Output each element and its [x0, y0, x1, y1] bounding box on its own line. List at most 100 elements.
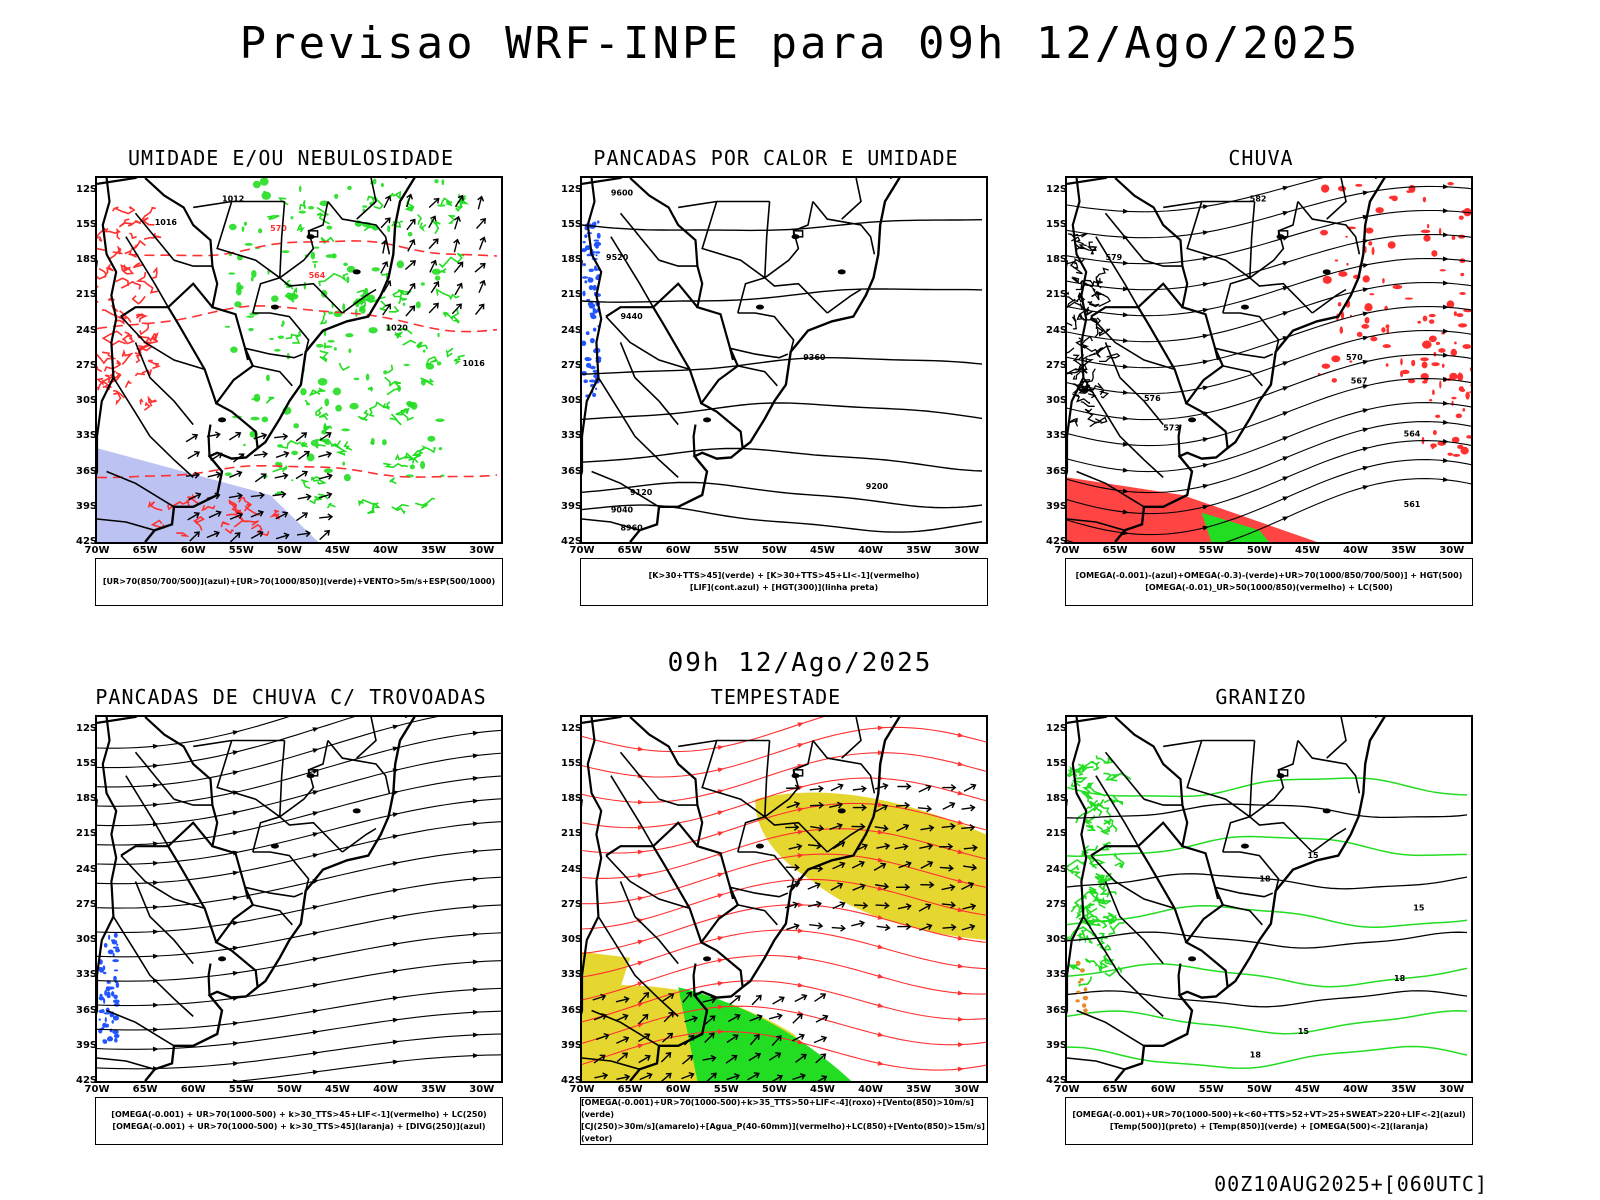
contour-line [1088, 352, 1096, 357]
field-patch [98, 1018, 101, 1021]
streamline-arrow [312, 1050, 319, 1056]
contour-line [1080, 335, 1093, 349]
contour-line [1097, 960, 1109, 972]
streamline [1067, 178, 1324, 213]
contour-label: 573 [1163, 423, 1180, 432]
state-border [737, 312, 795, 352]
lon-tick-label: 65W [1102, 545, 1128, 556]
wind-vector [451, 303, 462, 315]
lat-tick-label: 36S [76, 1004, 98, 1016]
streamline-arrow [1122, 208, 1129, 214]
wind-vector [897, 923, 912, 931]
field-patch [415, 301, 421, 309]
lat-tick-label: 21S [561, 289, 583, 301]
field-patch [1375, 207, 1384, 214]
field-patch [1431, 362, 1440, 367]
streamline-arrow [472, 1032, 479, 1038]
streamline-arrow [152, 953, 159, 959]
contour-line [235, 515, 260, 526]
wind-vector [318, 472, 333, 480]
wind-vector [830, 783, 844, 792]
streamline [97, 717, 355, 769]
contour-line [1113, 852, 1125, 869]
wind-vector [662, 1032, 674, 1043]
lon-tick-label: 70W [1054, 1084, 1080, 1095]
wind-vector [726, 1073, 741, 1081]
field-patch [341, 428, 351, 432]
contour-label: 15 [1413, 904, 1425, 913]
wind-vector [939, 843, 954, 851]
state-border [1222, 904, 1263, 926]
contour-line [296, 223, 305, 233]
contour-line [1082, 344, 1104, 354]
state-border [619, 212, 660, 261]
streamline-arrow [1122, 389, 1129, 395]
lat-tick-label: 15S [1046, 757, 1068, 769]
country-border [120, 821, 214, 857]
wind-vector [876, 923, 891, 932]
wind-vector [807, 882, 821, 890]
contour-line [1094, 872, 1103, 882]
field-patch [437, 204, 446, 207]
wind-vector [380, 260, 389, 274]
state-border [1104, 751, 1145, 800]
field-patch [436, 361, 442, 366]
lat-tick-label: 21S [1046, 289, 1068, 301]
state-border [252, 201, 286, 314]
lon-tick-label: 60W [1150, 1084, 1176, 1095]
contour-line [1088, 886, 1098, 894]
contour-line [220, 520, 230, 528]
wind-vector [229, 532, 241, 542]
state-border [591, 1009, 660, 1047]
wind-vector [919, 842, 934, 850]
state-border [826, 288, 862, 314]
country-border [582, 717, 603, 1015]
contour-label: 9200 [866, 482, 889, 491]
field-patch [228, 272, 236, 275]
field-patch [1431, 250, 1438, 257]
field-patch [1339, 326, 1344, 334]
field-patch [325, 254, 334, 258]
streamline-arrow [1122, 338, 1129, 344]
field-patch [112, 952, 115, 957]
lat-tick-label: 27S [561, 359, 583, 371]
lon-tick-label: 60W [1150, 545, 1176, 556]
contour-line [1084, 408, 1099, 424]
panel-legend: [OMEGA(-0.001) + UR>70(1000-500) + k>30_… [95, 1097, 503, 1145]
field-patch [261, 416, 269, 423]
streamline-arrow [1202, 281, 1209, 287]
wind-vector [274, 472, 289, 480]
streamline-arrow [1202, 256, 1209, 262]
field-patch [1370, 336, 1378, 342]
field-patch [1080, 968, 1085, 973]
lat-tick-label: 15S [76, 218, 98, 230]
field-patch [1439, 380, 1442, 389]
wind-vector [208, 510, 222, 519]
state-border [244, 886, 304, 898]
field-patch [343, 262, 348, 267]
contour-line [265, 396, 275, 404]
field-patch [1320, 184, 1330, 193]
country-border [1214, 348, 1220, 361]
contour-line [382, 401, 391, 410]
panel-legend: [OMEGA(-0.001)+UR>70(1000-500)+k>35_TTS>… [580, 1097, 988, 1145]
contour-line [1083, 364, 1088, 371]
streamline-arrow [1122, 364, 1129, 370]
field-patch [112, 1029, 119, 1035]
streamline-arrow [232, 750, 239, 756]
state-border [1222, 312, 1280, 352]
field-patch [1388, 195, 1397, 200]
field-patch [407, 401, 415, 408]
field-patch [323, 468, 333, 474]
contour-line [359, 298, 367, 313]
country-border [652, 306, 703, 404]
country-border [582, 717, 623, 724]
humidity-upper-area [97, 448, 319, 542]
green-contours [265, 190, 470, 515]
contour-line [395, 407, 410, 416]
streamline-arrow [797, 785, 804, 791]
wind850-green [678, 987, 852, 1081]
wind-vector [785, 823, 800, 831]
country-border [692, 963, 697, 996]
contour-label: 576 [1144, 394, 1161, 403]
